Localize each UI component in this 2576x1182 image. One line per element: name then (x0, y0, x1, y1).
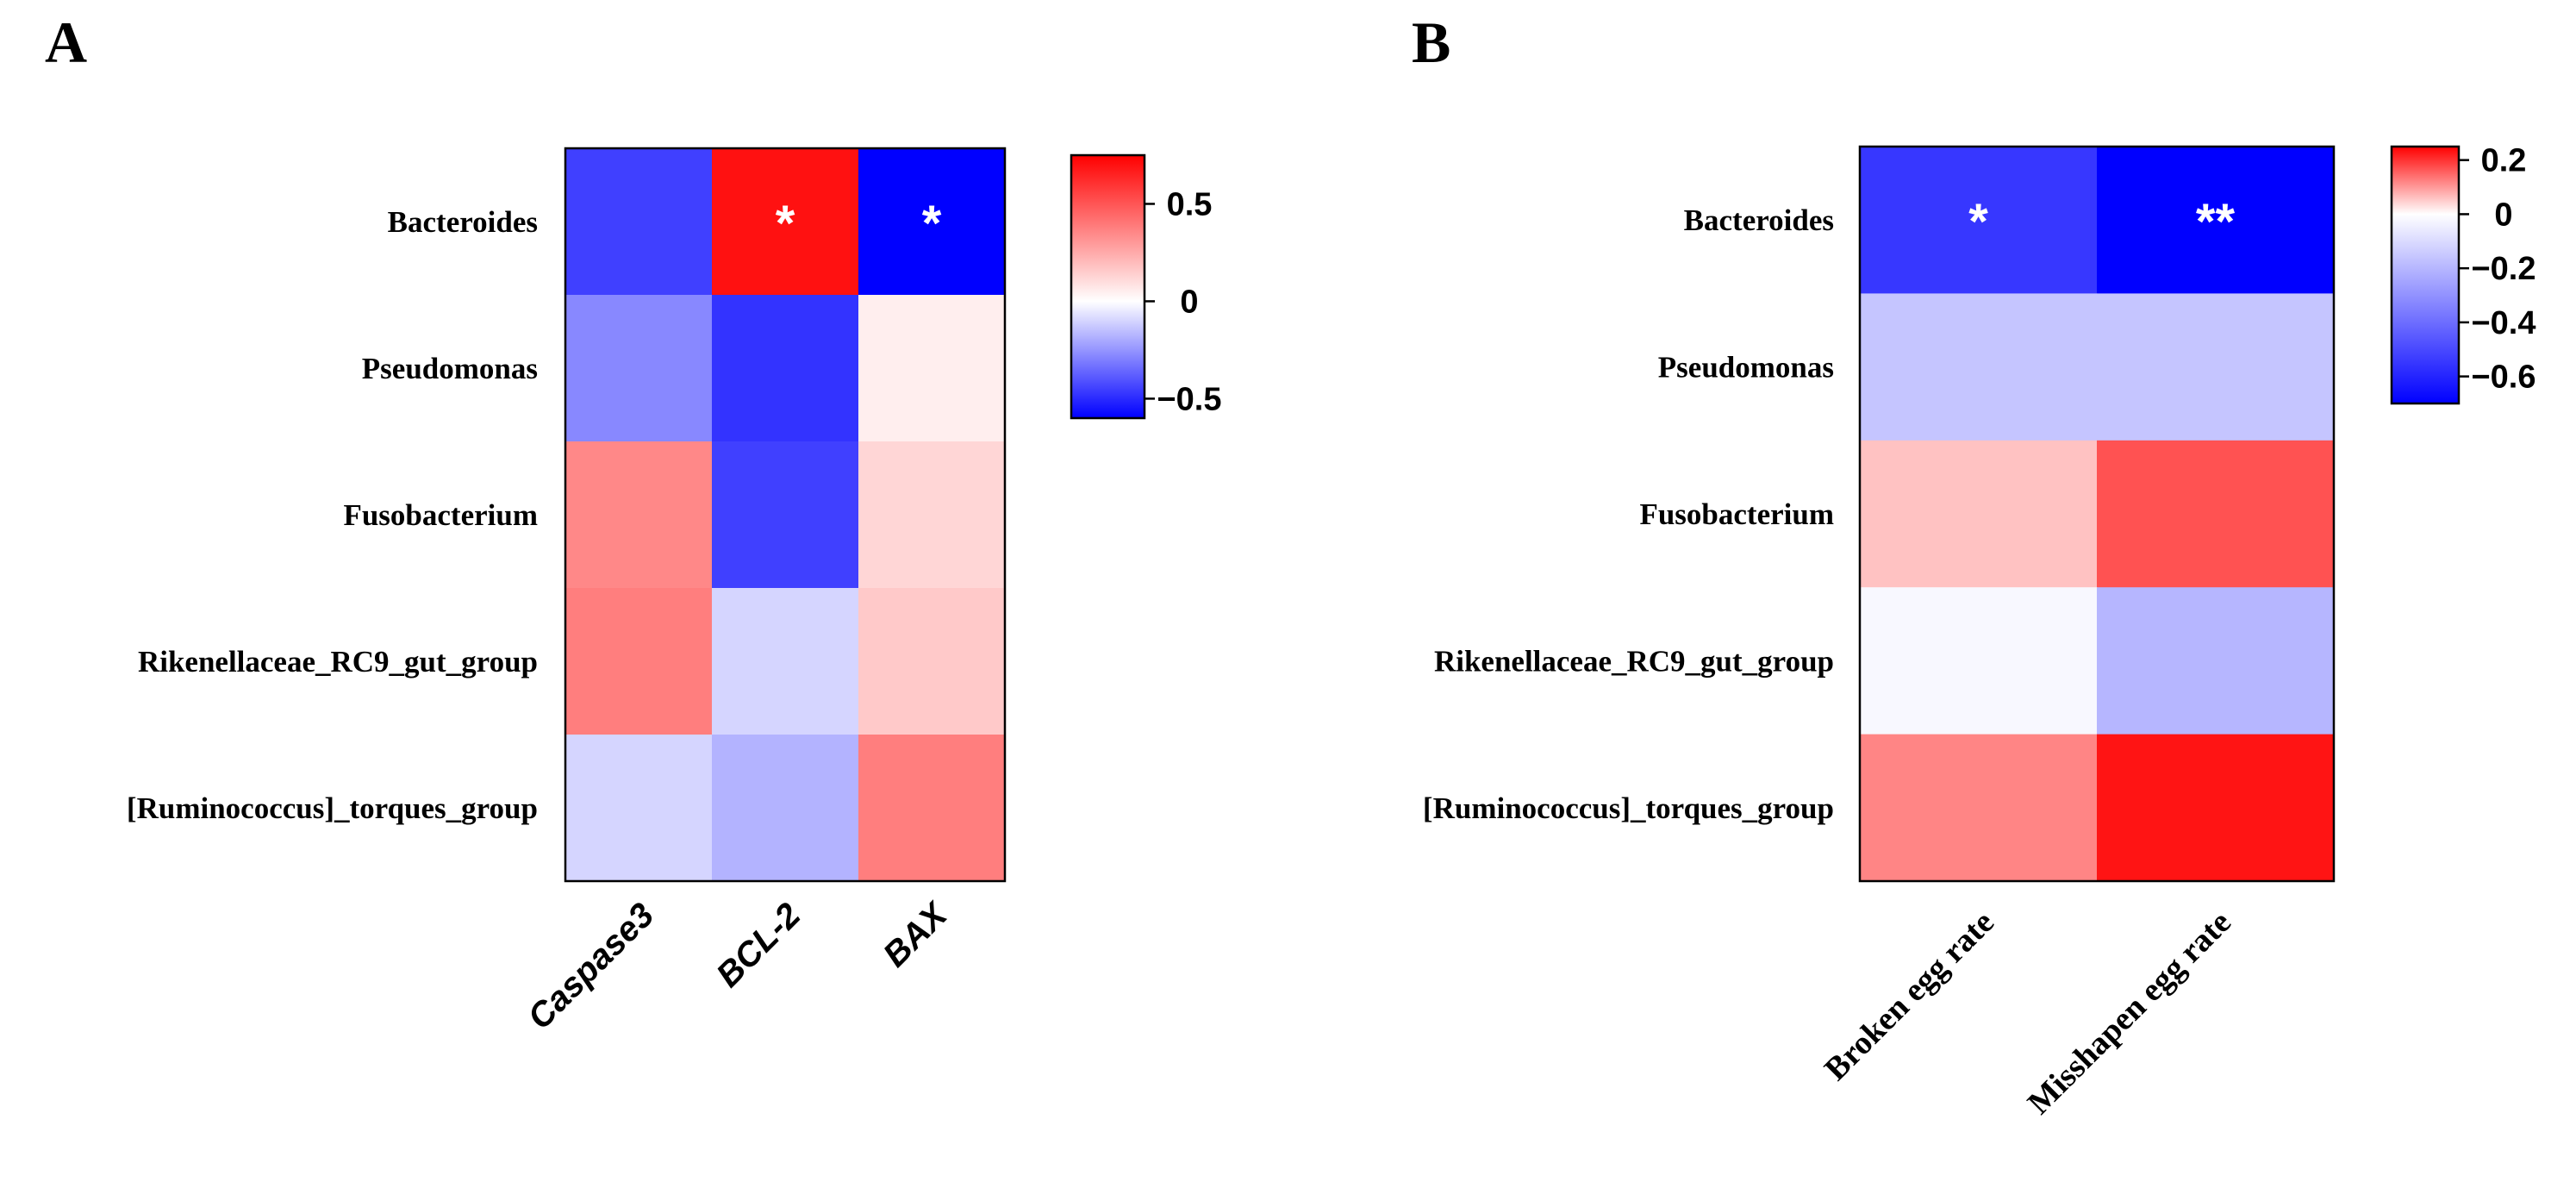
column-labels-a: Caspase3 BCL-2 BAX (521, 895, 956, 1037)
heatmap-cell-rikenellaceae-rc9-gut-group-bcl-2 (712, 588, 859, 735)
colorbar-gradient-b (2390, 145, 2461, 405)
colorbar-tick-label: −0.2 (2471, 251, 2535, 287)
significance-mark: * (1968, 194, 1988, 250)
row-label-ruminococcus-torques-group: [Ruminococcus]_torques_group (1423, 791, 1834, 825)
colorbar-tick-label: 0 (2494, 197, 2512, 233)
heatmap-cell-pseudomonas-bcl-2 (712, 295, 859, 442)
heatmap-cell-ruminococcus-torques-group-bcl-2 (712, 735, 859, 882)
heatmap-cell-pseudomonas-broken-egg-rate (1860, 293, 2098, 441)
heatmap-frame-a (564, 147, 1007, 883)
row-labels-a: Bacteroides Pseudomonas Fusobacterium Riken… (127, 205, 538, 825)
heatmap-panel-b: B Bacteroides Pseudomonas Fusobacterium Rik… (1412, 9, 2536, 1122)
heatmap-cell-fusobacterium-bax (858, 441, 1006, 589)
colorbar-b: 0.2 0 −0.2 −0.4 −0.6 (2390, 143, 2536, 405)
heatmap-cell-rikenellaceae-rc9-gut-group-bax (858, 588, 1006, 735)
heatmap-cell-bacteroides-bax (858, 148, 1006, 296)
heatmap-cell-bacteroides-bcl-2 (712, 148, 859, 296)
column-label-misshapen-egg-rate: Misshapen egg rate (2021, 904, 2238, 1122)
colorbar-tick-label: −0.4 (2471, 305, 2535, 341)
heatmap-frame-b (1858, 145, 2336, 883)
heatmap-cell-bacteroides-misshapen-egg-rate (2097, 147, 2335, 294)
heatmap-cells-a (565, 148, 1006, 882)
colorbar-ticks-b: 0.2 0 −0.2 −0.4 −0.6 (2459, 143, 2536, 396)
significance-mark: * (776, 196, 795, 252)
significance-marks-a: * * (776, 196, 942, 252)
column-label-caspase3: Caspase3 (521, 896, 661, 1036)
row-label-fusobacterium: Fusobacterium (1639, 497, 1834, 531)
colorbar-a: 0.5 0 −0.5 (1070, 153, 1222, 420)
colorbar-tick-label: −0.5 (1157, 381, 1221, 417)
row-label-bacteroides: Bacteroides (1684, 203, 1834, 237)
heatmap-cell-fusobacterium-broken-egg-rate (1860, 440, 2098, 588)
heatmap-cells-b (1860, 147, 2335, 882)
heatmap-cell-ruminococcus-torques-group-broken-egg-rate (1860, 734, 2098, 882)
row-label-pseudomonas: Pseudomonas (1658, 351, 1834, 385)
row-label-bacteroides: Bacteroides (388, 205, 538, 239)
heatmap-cell-ruminococcus-torques-group-caspase3 (565, 735, 713, 882)
significance-mark: * (922, 196, 942, 252)
heatmap-cell-bacteroides-caspase3 (565, 148, 713, 296)
significance-marks-b: * ** (1968, 194, 2235, 250)
panel-letter-b: B (1412, 9, 1450, 75)
heatmap-cell-bacteroides-broken-egg-rate (1860, 147, 2098, 294)
colorbar-tick-label: −0.6 (2471, 360, 2535, 396)
column-label-bax: BAX (876, 895, 956, 974)
significance-mark: ** (2196, 194, 2236, 250)
row-label-fusobacterium: Fusobacterium (343, 498, 538, 532)
heatmap-cell-pseudomonas-misshapen-egg-rate (2097, 293, 2335, 441)
colorbar-ticks-a: 0.5 0 −0.5 (1145, 186, 1222, 417)
heatmap-cell-ruminococcus-torques-group-misshapen-egg-rate (2097, 734, 2335, 882)
colorbar-tick-label: 0.5 (1167, 186, 1213, 222)
colorbar-gradient-a (1070, 153, 1146, 420)
column-label-bcl-2: BCL-2 (709, 896, 808, 994)
heatmap-cell-rikenellaceae-rc9-gut-group-caspase3 (565, 588, 713, 735)
heatmap-cell-ruminococcus-torques-group-bax (858, 735, 1006, 882)
heatmap-cell-fusobacterium-caspase3 (565, 441, 713, 589)
heatmap-cell-pseudomonas-bax (858, 295, 1006, 442)
heatmap-cell-pseudomonas-caspase3 (565, 295, 713, 442)
panel-letter-a: A (45, 9, 87, 75)
colorbar-tick-label: 0 (1180, 284, 1198, 320)
column-label-broken-egg-rate: Broken egg rate (1818, 904, 2001, 1088)
heatmap-cell-fusobacterium-misshapen-egg-rate (2097, 440, 2335, 588)
colorbar-tick-label: 0.2 (2481, 143, 2527, 179)
heatmap-cell-fusobacterium-bcl-2 (712, 441, 859, 589)
heatmap-cell-rikenellaceae-rc9-gut-group-broken-egg-rate (1860, 587, 2098, 735)
row-label-ruminococcus-torques-group: [Ruminococcus]_torques_group (127, 791, 538, 825)
heatmap-panel-a: A Bacteroides Pseudomonas Fusobacterium Rik… (45, 9, 1222, 1036)
column-labels-b: Broken egg rate Misshapen egg rate (1818, 904, 2238, 1122)
row-label-rikenellaceae-rc9-gut-group: Rikenellaceae_RC9_gut_group (1434, 644, 1834, 678)
row-labels-b: Bacteroides Pseudomonas Fusobacterium Riken… (1423, 203, 1834, 825)
row-label-pseudomonas: Pseudomonas (362, 352, 538, 385)
row-label-rikenellaceae-rc9-gut-group: Rikenellaceae_RC9_gut_group (138, 645, 538, 679)
heatmap-cell-rikenellaceae-rc9-gut-group-misshapen-egg-rate (2097, 587, 2335, 735)
